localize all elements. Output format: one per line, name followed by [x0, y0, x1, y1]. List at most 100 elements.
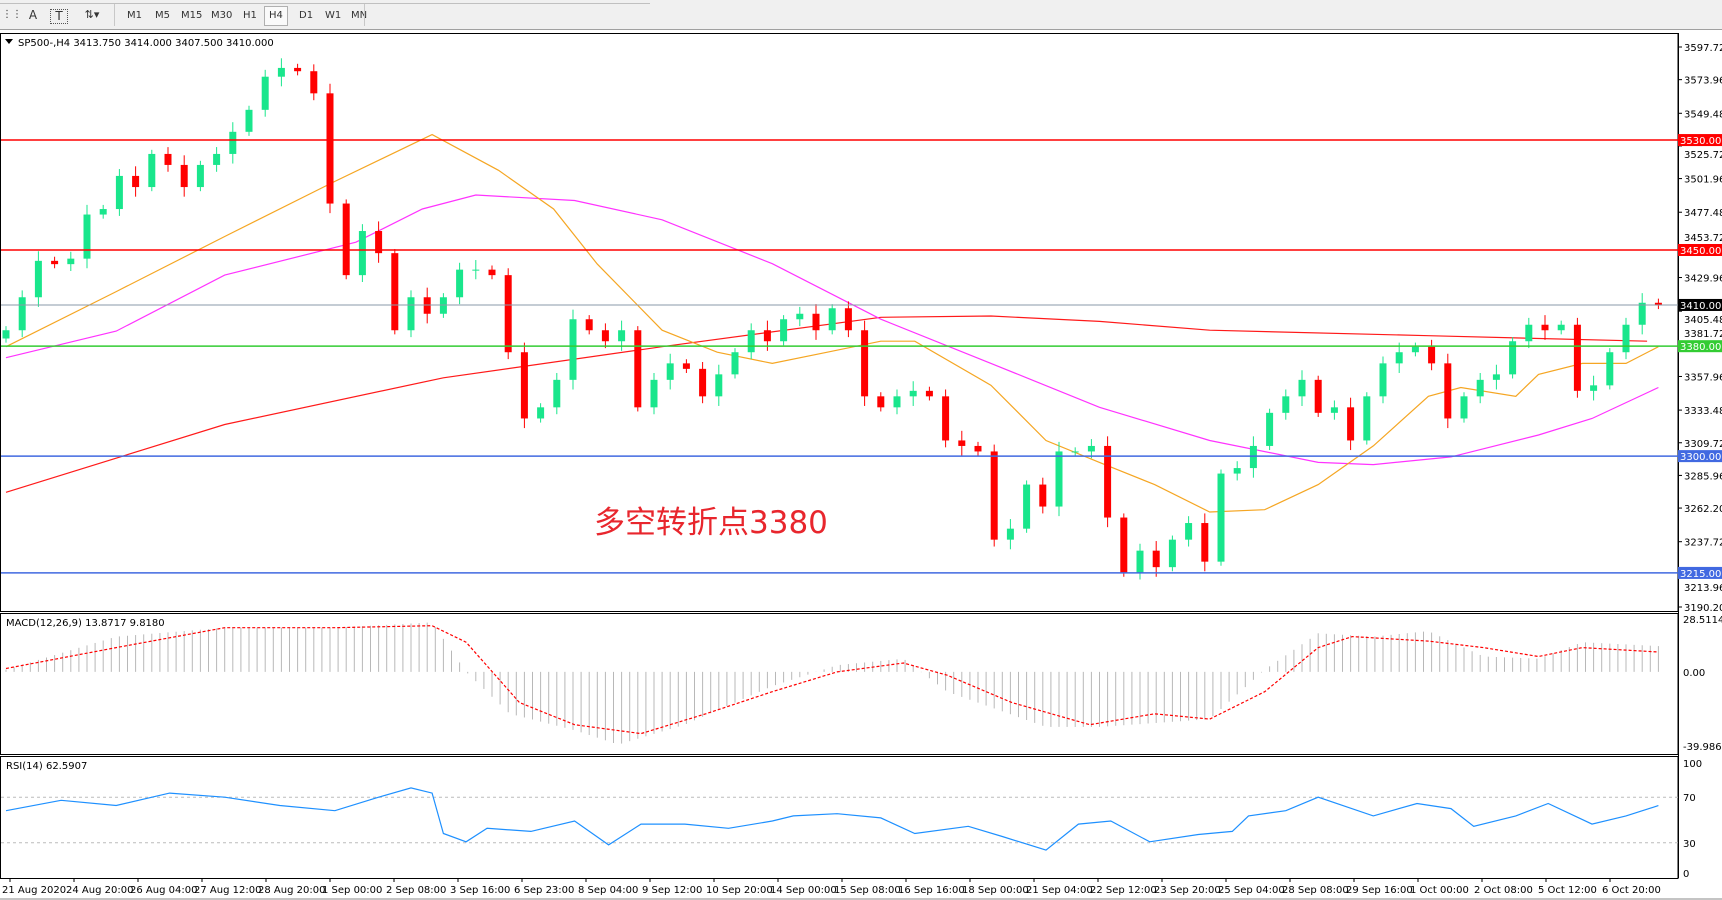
candle-body [958, 440, 966, 446]
candle-body [1330, 407, 1338, 413]
candle-body [375, 231, 383, 254]
candle-body [1492, 374, 1500, 380]
timeframe-m15[interactable]: M15 [181, 10, 203, 21]
candle-body [877, 396, 885, 408]
candle-body [1152, 550, 1160, 568]
timeframe-m30[interactable]: M30 [211, 10, 233, 21]
level-tag [1678, 243, 1722, 256]
candle-body [682, 363, 690, 369]
fibonacci-tool-icon[interactable]: ⋮⋮ [2, 9, 22, 20]
timeframe-h4[interactable]: H4 [264, 6, 288, 26]
x-tick-label: 25 Sep 04:00 [1218, 885, 1285, 896]
candle-body [731, 352, 739, 375]
candle-body [1444, 363, 1452, 419]
timeframe-w1[interactable]: W1 [325, 10, 342, 21]
chart-title: SP500-,H4 3413.750 3414.000 3407.500 341… [18, 38, 274, 49]
candle-body [423, 297, 431, 314]
candle-body [1055, 451, 1063, 507]
x-tick-label: 8 Sep 04:00 [578, 885, 638, 896]
candle-body [601, 330, 609, 342]
y-tick-label: 3405.480 [1684, 315, 1722, 326]
top-strip [0, 0, 650, 4]
y-tick-label: 3333.480 [1684, 406, 1722, 417]
candle-body [1249, 445, 1257, 469]
timeframe-m1[interactable]: M1 [127, 10, 142, 21]
candle-body [391, 253, 399, 331]
candle-body [1201, 523, 1209, 562]
y-tick-label: 3381.720 [1684, 329, 1722, 340]
candle-body [796, 313, 804, 320]
candle-body [812, 313, 820, 331]
candle-body [504, 275, 512, 353]
x-tick-label: 16 Sep 16:00 [898, 885, 965, 896]
level-tag-label: 3300.000 [1680, 452, 1722, 463]
candle-body [1541, 324, 1549, 331]
candle-body [148, 153, 156, 188]
y-tick-label: 3525.720 [1684, 150, 1722, 161]
candle-body [780, 319, 788, 342]
x-tick-label: 15 Sep 08:00 [834, 885, 901, 896]
timeframe-d1[interactable]: D1 [299, 10, 314, 21]
candle-body [666, 363, 674, 380]
arrows-tool-icon[interactable]: ⇅▾ [84, 8, 100, 21]
rsi-tick-label: 30 [1683, 839, 1696, 850]
x-tick-label: 6 Oct 20:00 [1602, 885, 1661, 896]
macd-panel [0, 613, 1679, 755]
timeframe-m5[interactable]: M5 [155, 10, 170, 21]
y-tick-label: 3573.960 [1684, 76, 1722, 87]
rsi-tick-label: 70 [1683, 793, 1696, 804]
annotation-text: 多空转折点3380 [594, 505, 828, 541]
y-tick-label: 3237.720 [1684, 538, 1722, 549]
candle-body [1525, 324, 1533, 342]
candle-body [358, 231, 366, 276]
candle-body [1654, 302, 1662, 305]
level-tag-label: 3215.000 [1680, 569, 1722, 580]
x-tick-label: 27 Aug 12:00 [194, 885, 261, 896]
y-tick-label: 3429.960 [1684, 274, 1722, 285]
text-tool-icon[interactable]: A [28, 8, 38, 22]
candle-body [2, 330, 10, 339]
x-tick-label: 6 Sep 23:00 [514, 885, 574, 896]
candle-body [164, 153, 172, 165]
candle-body [294, 67, 302, 72]
macd-signal-line [5, 625, 1659, 735]
x-tick-label: 28 Sep 08:00 [1282, 885, 1349, 896]
timeframe-h1[interactable]: H1 [243, 10, 257, 21]
candle-body [699, 368, 707, 397]
candle-body [585, 319, 593, 331]
rsi-tick-label: 100 [1683, 759, 1702, 770]
level-tag-label: 3410.000 [1680, 301, 1722, 312]
candle-body [634, 330, 642, 408]
y-tick-label: 3453.720 [1684, 233, 1722, 244]
x-tick-label: 21 Sep 04:00 [1026, 885, 1093, 896]
y-tick-label: 3190.200 [1684, 603, 1722, 614]
candle-body [115, 175, 123, 210]
candle-body [472, 269, 480, 271]
candle-body [1006, 528, 1014, 540]
x-tick-label: 5 Oct 12:00 [1538, 885, 1597, 896]
candle-body [1233, 468, 1241, 474]
level-tag [1678, 134, 1722, 147]
candle-body [132, 175, 140, 188]
candle-body [844, 308, 852, 331]
candle-body [1314, 379, 1322, 413]
x-tick-label: 26 Aug 04:00 [130, 885, 197, 896]
timeframe-mn[interactable]: MN [351, 10, 368, 21]
candle-body [553, 379, 561, 408]
text-label-tool-icon[interactable]: T [50, 9, 68, 24]
candle-body [180, 164, 188, 188]
candle-body [439, 297, 447, 314]
candle-body [618, 330, 626, 342]
candle-body [1071, 451, 1079, 453]
candle-body [1217, 473, 1225, 562]
rsi-line [5, 787, 1659, 851]
toolbar-divider [114, 4, 115, 26]
rsi-label: RSI(14) 62.5907 [6, 761, 87, 772]
candle-body [974, 445, 982, 452]
x-tick-label: 14 Sep 00:00 [770, 885, 837, 896]
rsi-tick-label: 0 [1683, 869, 1689, 880]
candle-body [488, 269, 496, 276]
candle-body [18, 297, 26, 331]
x-tick-label: 2 Oct 08:00 [1474, 885, 1533, 896]
